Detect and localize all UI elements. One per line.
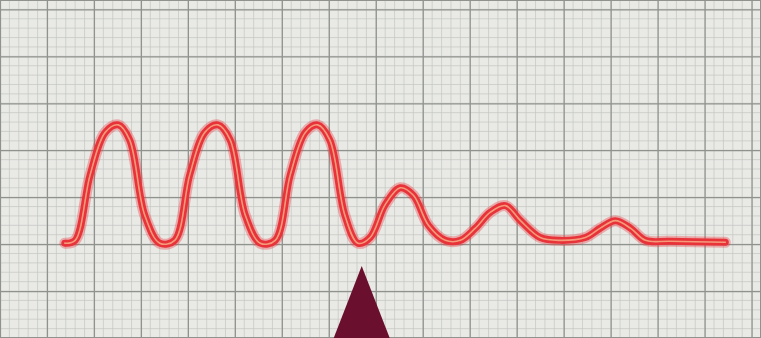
x-grid [1,0,753,338]
y-grid-line [0,150,761,151]
x-tick [376,0,377,338]
minor-grid [0,0,761,338]
x-grid-line [564,0,565,338]
x-tick [564,0,565,338]
y-grid-line [0,291,761,292]
y-grid-line [0,197,761,198]
minor-grid-line [0,18,761,19]
x-tick [611,0,612,338]
minor-grid-line [0,197,761,198]
x-tick [47,0,48,338]
minor-grid-line [0,37,761,38]
minor-grid-line [0,150,761,151]
x-grid-line [611,0,612,338]
minor-grid-line [0,46,761,47]
trace-highlight [65,125,725,245]
x-tick [329,0,330,338]
minor-grid-line [0,159,761,160]
plot-frame [1,1,761,338]
minor-grid-line [0,291,761,292]
minor-grid-line [0,253,761,254]
x-tick [470,0,471,338]
y-tick [0,103,761,104]
x-grid-line [658,0,659,338]
y-tick [0,56,761,57]
x-tick [705,0,706,338]
minor-grid-line [0,28,761,29]
x-grid-line [376,0,377,338]
y-grid-line [0,9,761,10]
x-tick [658,0,659,338]
y-grid-line [0,56,761,57]
x-grid-line [705,0,706,338]
minor-grid-line [0,112,761,113]
minor-grid-line [0,140,761,141]
minor-grid-line [0,9,761,10]
y-tick [0,150,761,151]
x-grid-line [329,0,330,338]
y-grid [0,10,761,338]
x-tick [282,0,283,338]
minor-grid-line [0,56,761,57]
minor-grid-line [0,169,761,170]
minor-grid-line [0,93,761,94]
event-marker [334,266,390,338]
x-grid-line [470,0,471,338]
minor-grid-line [0,262,761,263]
x-tick [423,0,424,338]
minor-grid-line [0,309,761,310]
minor-grid-line [0,84,761,85]
x-grid-line [517,0,518,338]
y-tick [0,197,761,198]
minor-grid-line [0,75,761,76]
trace-line [65,125,725,245]
x-grid-line [752,0,753,338]
minor-grid-line [0,272,761,273]
paper [0,0,761,338]
minor-grid-line [0,300,761,301]
plot-area [65,125,725,245]
x-grid-line [423,0,424,338]
y-grid-line [0,103,761,104]
x-grid-line [47,0,48,338]
minor-grid-line [0,178,761,179]
minor-grid-line [0,65,761,66]
minor-grid-line [0,281,761,282]
x-tick [517,0,518,338]
minor-grid-line [0,103,761,104]
x-grid-line [282,0,283,338]
x-tick [752,0,753,338]
y-tick [0,9,761,10]
y-tick [0,291,761,292]
trace-glow [65,125,725,245]
minor-grid-line [0,187,761,188]
